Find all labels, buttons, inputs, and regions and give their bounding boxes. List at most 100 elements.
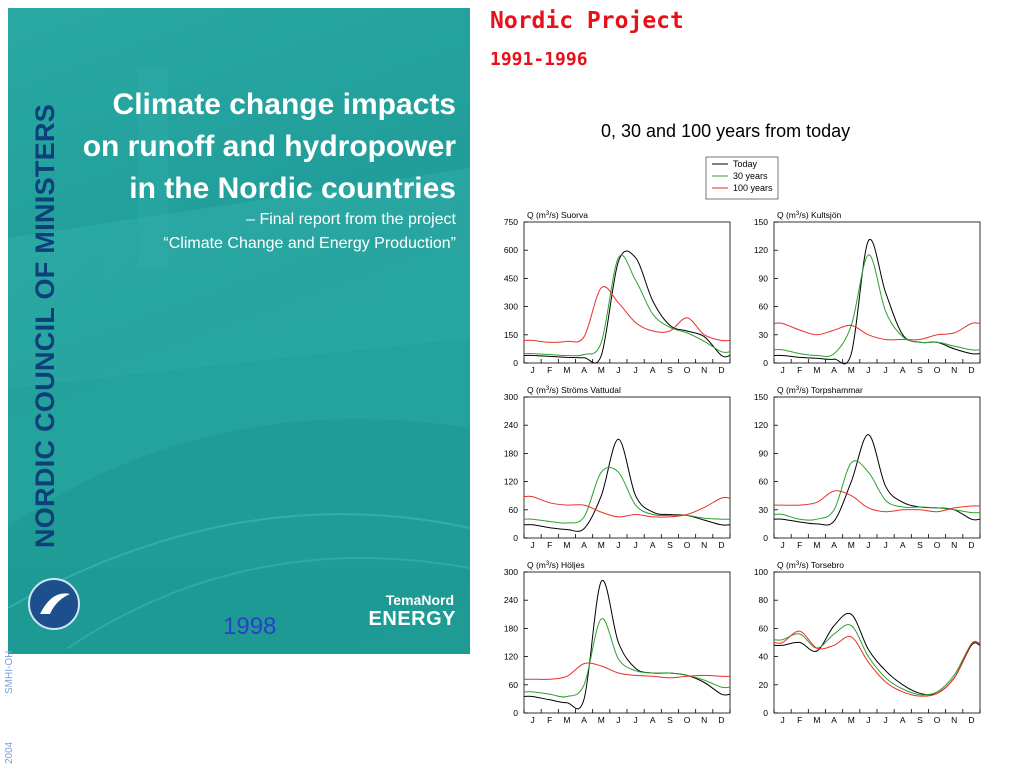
x-tick-label: N bbox=[701, 715, 707, 725]
x-tick-label: F bbox=[547, 715, 552, 725]
x-tick-label: N bbox=[951, 540, 957, 550]
y-tick-label: 150 bbox=[754, 392, 768, 402]
series-subject: ENERGY bbox=[368, 608, 456, 630]
y-tick-label: 100 bbox=[754, 567, 768, 577]
cover-subtitle-line-2: “Climate Change and Energy Production” bbox=[163, 235, 456, 252]
x-tick-label: F bbox=[547, 540, 552, 550]
y-tick-label: 20 bbox=[759, 680, 769, 690]
x-tick-label: S bbox=[667, 540, 673, 550]
x-tick-label: N bbox=[951, 365, 957, 375]
series-line bbox=[523, 495, 731, 518]
series-line bbox=[523, 618, 731, 698]
nordic-swan-logo-icon bbox=[28, 578, 80, 630]
y-tick-label: 180 bbox=[504, 448, 518, 458]
x-tick-label: M bbox=[598, 540, 605, 550]
y-tick-label: 60 bbox=[509, 505, 519, 515]
x-tick-label: J bbox=[780, 715, 784, 725]
y-tick-label: 40 bbox=[759, 652, 769, 662]
cover-subtitle-line-1: – Final report from the project bbox=[246, 211, 456, 228]
y-tick-label: 120 bbox=[504, 477, 518, 487]
runoff-chart: Q (m3/s) Suorva 0 150 300 450 600 750 J F M A M J J A S… bbox=[504, 210, 731, 375]
series-line bbox=[774, 490, 981, 513]
x-tick-label: O bbox=[934, 715, 941, 725]
x-tick-label: A bbox=[581, 540, 587, 550]
x-tick-label: J bbox=[780, 540, 784, 550]
cover-factory-illustration bbox=[8, 68, 470, 654]
cover-title-line-2: on runoff and hydropower bbox=[82, 130, 456, 163]
y-tick-label: 60 bbox=[759, 302, 769, 312]
y-tick-label: 150 bbox=[754, 217, 768, 227]
project-years: 1991-1996 bbox=[490, 49, 588, 70]
x-tick-label: A bbox=[581, 715, 587, 725]
chart-subtitle: 0, 30 and 100 years from today bbox=[601, 121, 851, 141]
x-tick-label: F bbox=[797, 365, 802, 375]
x-tick-label: O bbox=[684, 540, 691, 550]
y-tick-label: 0 bbox=[763, 358, 768, 368]
x-tick-label: O bbox=[934, 365, 941, 375]
x-tick-label: J bbox=[780, 365, 784, 375]
x-tick-label: M bbox=[813, 715, 820, 725]
x-tick-label: D bbox=[718, 715, 724, 725]
y-tick-label: 120 bbox=[504, 652, 518, 662]
x-tick-label: M bbox=[813, 540, 820, 550]
y-tick-label: 0 bbox=[513, 358, 518, 368]
x-tick-label: N bbox=[701, 365, 707, 375]
x-tick-label: A bbox=[900, 540, 906, 550]
x-tick-label: A bbox=[831, 365, 837, 375]
x-tick-label: F bbox=[547, 365, 552, 375]
series-line bbox=[523, 250, 731, 364]
series-line bbox=[523, 466, 731, 524]
runoff-chart: Q (m3/s) Torpshammar 0 30 60 90 120 150 J F M A M J J… bbox=[754, 385, 981, 550]
y-tick-label: 90 bbox=[759, 273, 769, 283]
x-tick-label: J bbox=[633, 365, 637, 375]
y-tick-label: 80 bbox=[759, 595, 769, 605]
x-tick-label: S bbox=[667, 365, 673, 375]
x-tick-label: O bbox=[684, 715, 691, 725]
plot-frame bbox=[523, 571, 731, 714]
x-tick-label: M bbox=[563, 540, 570, 550]
y-tick-label: 240 bbox=[504, 595, 518, 605]
y-tick-label: 600 bbox=[504, 245, 518, 255]
x-tick-label: F bbox=[797, 715, 802, 725]
runoff-chart: Q (m3/s) Kultsjön 0 30 60 90 120 150 J F M A M J J A S O… bbox=[754, 210, 981, 375]
series-line bbox=[523, 438, 731, 532]
series-line bbox=[773, 460, 981, 521]
runoff-chart: Q (m3/s) Ströms Vattudal 0 60 120 180 240 300 J… bbox=[504, 385, 731, 550]
x-tick-label: J bbox=[866, 540, 870, 550]
x-tick-label: M bbox=[848, 365, 855, 375]
x-tick-label: A bbox=[831, 715, 837, 725]
x-tick-label: M bbox=[813, 365, 820, 375]
y-tick-label: 60 bbox=[759, 623, 769, 633]
x-tick-label: J bbox=[883, 540, 887, 550]
x-tick-label: S bbox=[917, 715, 923, 725]
plot-frame bbox=[523, 221, 731, 364]
y-tick-label: 150 bbox=[504, 330, 518, 340]
runoff-chart: Q (m3/s) Höljes 0 60 120 180 240 300 J F M A M J J A S O… bbox=[504, 560, 731, 725]
series-line bbox=[773, 254, 981, 357]
x-tick-label: M bbox=[563, 715, 570, 725]
y-tick-label: 60 bbox=[509, 680, 519, 690]
chart-title: Q (m3/s) Höljes bbox=[527, 560, 585, 570]
cover-title-line-1: Climate change impacts bbox=[112, 88, 456, 121]
x-tick-label: O bbox=[934, 540, 941, 550]
x-tick-label: M bbox=[598, 715, 605, 725]
x-tick-label: J bbox=[866, 365, 870, 375]
plot-frame bbox=[523, 396, 731, 539]
chart-title: Q (m3/s) Ströms Vattudal bbox=[527, 385, 621, 395]
x-tick-label: N bbox=[701, 540, 707, 550]
series-line bbox=[524, 662, 731, 680]
x-tick-label: O bbox=[684, 365, 691, 375]
y-tick-label: 300 bbox=[504, 567, 518, 577]
x-tick-label: M bbox=[563, 365, 570, 375]
y-tick-label: 0 bbox=[513, 708, 518, 718]
x-tick-label: J bbox=[883, 715, 887, 725]
y-tick-label: 30 bbox=[759, 505, 769, 515]
chart-title: Q (m3/s) Kultsjön bbox=[777, 210, 842, 220]
book-cover: NORDIC COUNCIL OF MINISTERS Climate chan… bbox=[8, 8, 470, 654]
y-tick-label: 30 bbox=[759, 330, 769, 340]
x-tick-label: D bbox=[968, 365, 974, 375]
x-tick-label: M bbox=[848, 540, 855, 550]
series-line bbox=[773, 434, 981, 526]
y-tick-label: 120 bbox=[754, 420, 768, 430]
